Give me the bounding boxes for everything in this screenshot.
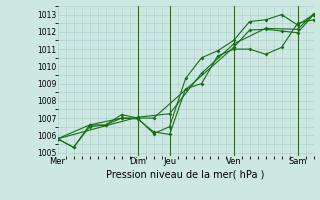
X-axis label: Pression niveau de la mer( hPa ): Pression niveau de la mer( hPa )	[107, 169, 265, 179]
